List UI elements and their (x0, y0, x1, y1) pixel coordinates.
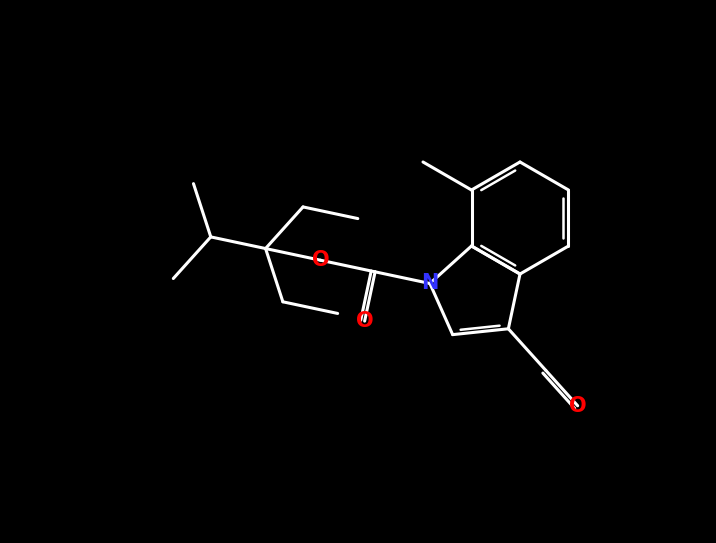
Text: N: N (421, 274, 439, 293)
Text: O: O (356, 311, 374, 331)
Text: O: O (311, 250, 329, 270)
Text: O: O (569, 396, 586, 416)
